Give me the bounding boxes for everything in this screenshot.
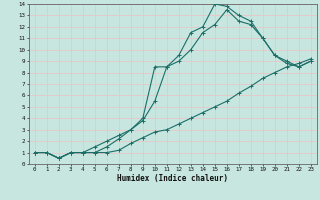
X-axis label: Humidex (Indice chaleur): Humidex (Indice chaleur) <box>117 174 228 183</box>
